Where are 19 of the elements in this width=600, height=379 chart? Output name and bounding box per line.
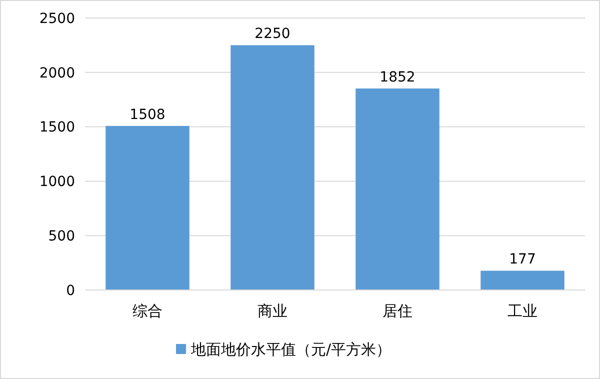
data-label: 1852 <box>380 70 416 86</box>
y-tick-label: 0 <box>66 282 75 299</box>
data-label: 2250 <box>254 26 290 42</box>
y-tick-label: 500 <box>48 228 75 244</box>
bar <box>356 88 440 290</box>
bar <box>106 126 190 290</box>
x-tick-label: 居住 <box>382 302 412 320</box>
bar <box>230 45 314 290</box>
legend-label: 地面地价水平值（元/平方米） <box>190 340 392 358</box>
x-tick-label: 综合 <box>132 302 162 320</box>
x-tick-label: 商业 <box>258 302 288 320</box>
bar <box>480 270 564 290</box>
x-tick-label: 工业 <box>508 302 538 320</box>
data-label: 1508 <box>130 106 166 123</box>
y-tick-label: 2000 <box>39 65 75 82</box>
y-tick-label: 2500 <box>39 10 75 27</box>
y-tick-label: 1000 <box>39 174 75 190</box>
y-tick-label: 1500 <box>39 120 75 136</box>
data-label: 177 <box>509 252 536 268</box>
